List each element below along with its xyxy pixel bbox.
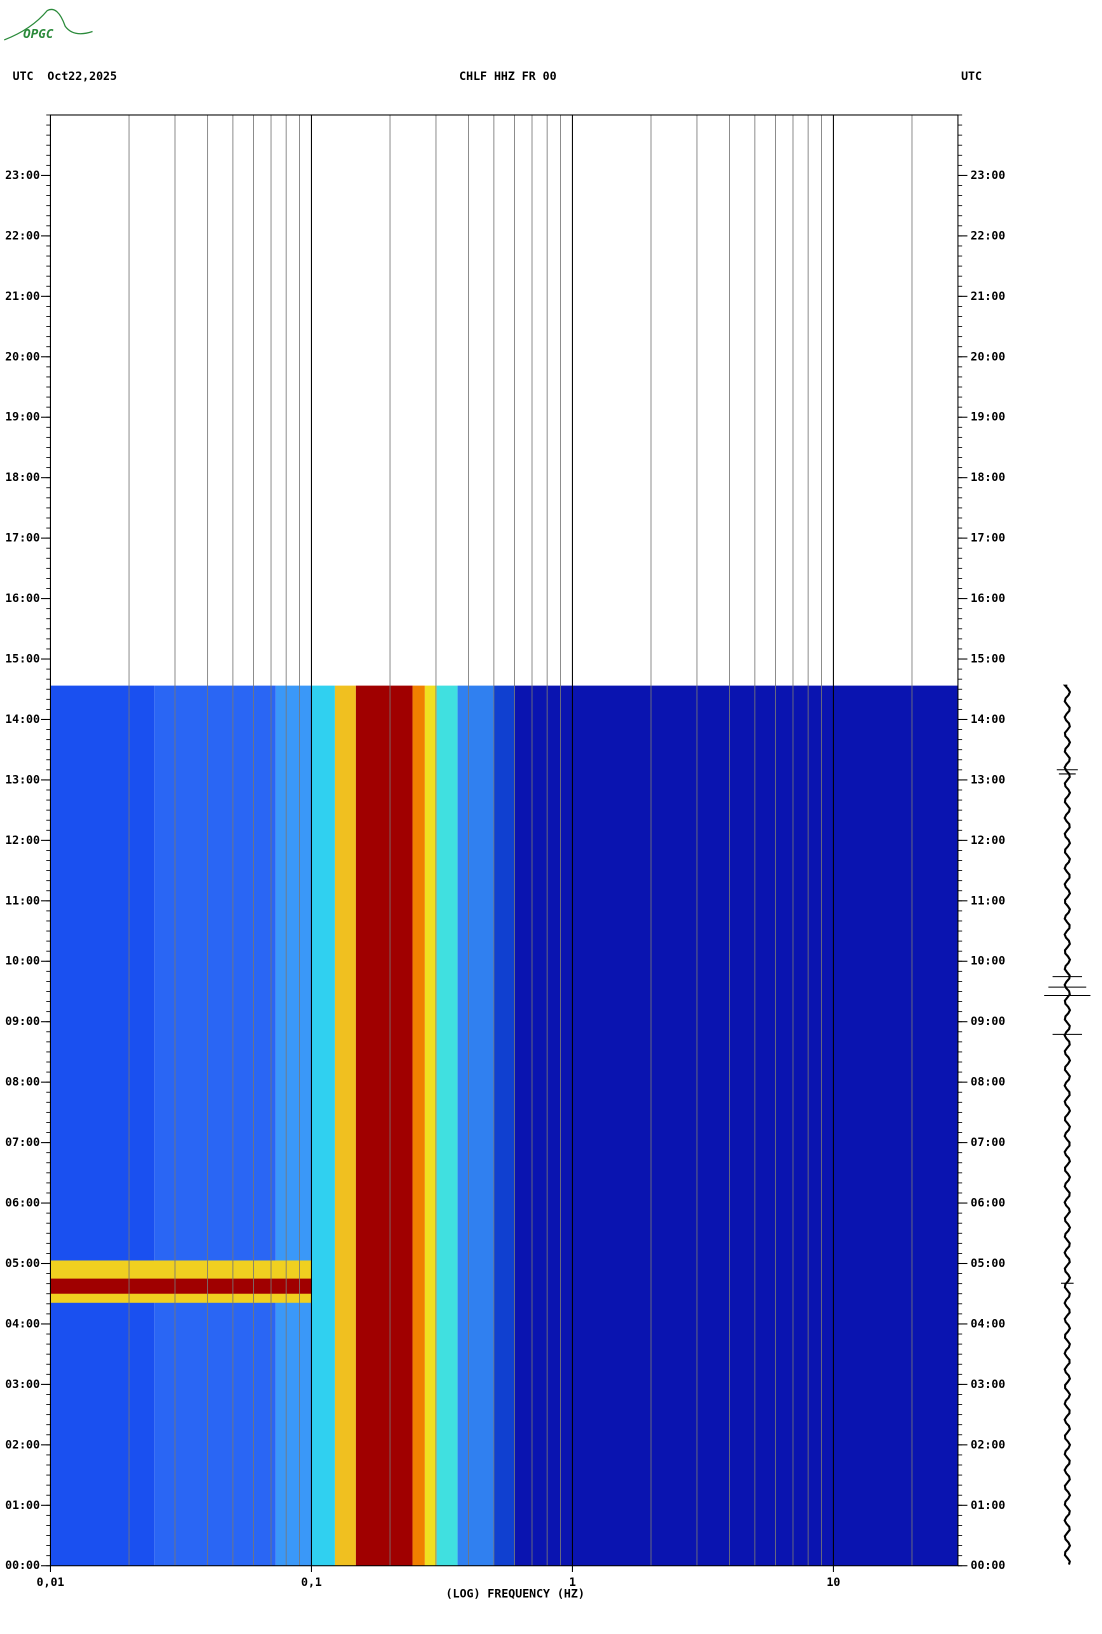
y-tick-label-right: 00:00 — [971, 1558, 1006, 1572]
y-tick-label-right: 04:00 — [971, 1316, 1006, 1330]
y-tick-label-right: 14:00 — [971, 712, 1006, 726]
spectrogram-band — [412, 685, 425, 1566]
spectrogram-band — [154, 685, 276, 1566]
spectrogram-band — [436, 685, 458, 1566]
y-tick-label-right: 15:00 — [971, 652, 1006, 666]
left-header: UTC Oct22,2025 — [13, 69, 117, 83]
spectrogram-band — [355, 685, 413, 1566]
spectrogram-band — [334, 685, 356, 1566]
y-tick-label-right: 03:00 — [971, 1377, 1006, 1391]
y-tick-label-right: 10:00 — [971, 954, 1006, 968]
y-tick-label-right: 18:00 — [971, 470, 1006, 484]
x-tick-label: 1 — [569, 1575, 576, 1589]
y-tick-label: 21:00 — [5, 289, 40, 303]
y-tick-label-right: 01:00 — [971, 1498, 1006, 1512]
y-tick-label-right: 20:00 — [971, 349, 1006, 363]
logo-curve — [3, 8, 93, 41]
x-tick-label: 10 — [826, 1575, 840, 1589]
y-tick-label: 17:00 — [5, 531, 40, 545]
seismogram-trace — [1062, 684, 1072, 1565]
spectrogram-band — [50, 685, 155, 1566]
y-tick-label-right: 09:00 — [971, 1014, 1006, 1028]
logo: OPGC — [23, 26, 54, 41]
spectrogram-band — [424, 685, 437, 1566]
y-tick-label: 22:00 — [5, 228, 40, 242]
y-tick-label: 10:00 — [5, 954, 40, 968]
spectrogram-band — [311, 685, 335, 1566]
chart-title: CHLF HHZ FR 00 — [459, 69, 556, 83]
y-tick-label: 13:00 — [5, 772, 40, 786]
y-tick-label: 05:00 — [5, 1256, 40, 1270]
y-tick-label-right: 12:00 — [971, 833, 1006, 847]
y-tick-label: 00:00 — [5, 1558, 40, 1572]
y-tick-label-right: 08:00 — [971, 1075, 1006, 1089]
y-tick-label: 04:00 — [5, 1316, 40, 1330]
spectrogram-band — [493, 685, 515, 1566]
y-tick-label: 09:00 — [5, 1014, 40, 1028]
y-tick-label-right: 05:00 — [971, 1256, 1006, 1270]
y-tick-label: 07:00 — [5, 1135, 40, 1149]
y-tick-label: 18:00 — [5, 470, 40, 484]
y-tick-label: 03:00 — [5, 1377, 40, 1391]
y-tick-label-right: 17:00 — [971, 531, 1006, 545]
y-tick-label: 06:00 — [5, 1196, 40, 1210]
right-header: UTC — [961, 69, 982, 83]
y-tick-label-right: 22:00 — [971, 228, 1006, 242]
y-tick-label-right: 13:00 — [971, 772, 1006, 786]
spectrogram-band — [50, 1278, 312, 1294]
y-tick-label-right: 16:00 — [971, 591, 1006, 605]
y-tick-label-right: 19:00 — [971, 410, 1006, 424]
y-tick-label: 02:00 — [5, 1437, 40, 1451]
y-tick-label-right: 21:00 — [971, 289, 1006, 303]
y-tick-label: 19:00 — [5, 410, 40, 424]
y-tick-label: 14:00 — [5, 712, 40, 726]
y-tick-label: 11:00 — [5, 893, 40, 907]
x-tick-label: 0,1 — [301, 1575, 322, 1589]
y-tick-label: 16:00 — [5, 591, 40, 605]
y-tick-label-right: 06:00 — [971, 1196, 1006, 1210]
spectrogram-band — [275, 685, 312, 1566]
y-tick-label: 12:00 — [5, 833, 40, 847]
y-tick-label: 01:00 — [5, 1498, 40, 1512]
spectrogram-band — [514, 685, 958, 1566]
x-axis-label: (LOG) FREQUENCY (HZ) — [446, 1587, 585, 1601]
y-tick-label-right: 11:00 — [971, 893, 1006, 907]
y-tick-label-right: 02:00 — [971, 1437, 1006, 1451]
y-tick-label: 23:00 — [5, 168, 40, 182]
x-tick-label: 0,01 — [37, 1575, 65, 1589]
y-tick-label-right: 23:00 — [971, 168, 1006, 182]
y-tick-label-right: 07:00 — [971, 1135, 1006, 1149]
y-tick-label: 15:00 — [5, 652, 40, 666]
y-tick-label: 20:00 — [5, 349, 40, 363]
y-tick-label: 08:00 — [5, 1075, 40, 1089]
spectrogram-band — [457, 685, 494, 1566]
